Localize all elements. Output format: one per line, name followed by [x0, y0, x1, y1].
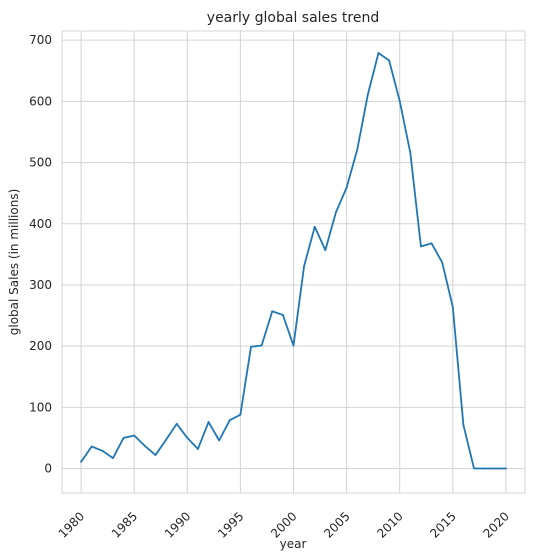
data-point [378, 52, 380, 54]
data-point [505, 468, 507, 470]
data-point [144, 445, 146, 447]
data-point [197, 448, 199, 450]
grid [62, 31, 525, 493]
x-tick-label: 2010 [374, 509, 405, 540]
data-point [176, 423, 178, 425]
x-tick-label: 2000 [268, 509, 299, 540]
data-point [165, 439, 167, 441]
data-point [133, 435, 135, 437]
data-point [91, 446, 93, 448]
x-tick-label: 2015 [427, 509, 458, 540]
y-tick-label: 500 [29, 156, 52, 170]
y-axis-label: global Sales (in millions) [7, 189, 21, 336]
data-point [240, 414, 242, 416]
x-tick-label: 1985 [109, 509, 140, 540]
data-point [399, 100, 401, 102]
y-tick-label: 300 [29, 278, 52, 292]
y-tick-label: 200 [29, 339, 52, 353]
data-point [282, 314, 284, 316]
y-tick-labels: 0 100 200 300 400 500 600 700 [29, 33, 52, 475]
data-point [473, 468, 475, 470]
data-point [314, 226, 316, 228]
data-point [293, 345, 295, 347]
data-point [123, 437, 125, 439]
x-axis-label: year [280, 537, 307, 551]
data-point [441, 261, 443, 263]
data-point [155, 454, 157, 456]
data-point [80, 461, 82, 463]
data-point [271, 310, 273, 312]
data-point [367, 94, 369, 96]
x-tick-label: 2005 [321, 509, 352, 540]
data-point [356, 149, 358, 151]
y-tick-label: 400 [29, 217, 52, 231]
data-point [229, 419, 231, 421]
y-tick-label: 0 [44, 462, 52, 476]
x-tick-label: 1990 [162, 509, 193, 540]
x-tick-labels: 1980 1985 1990 1995 2000 2005 2010 2015 2020 [56, 509, 512, 540]
x-tick-label: 1995 [215, 509, 246, 540]
y-tick-label: 600 [29, 94, 52, 108]
data-point [346, 187, 348, 189]
data-point [218, 439, 220, 441]
data-point [452, 306, 454, 308]
data-point [463, 424, 465, 426]
data-point [494, 468, 496, 470]
data-point [208, 421, 210, 423]
data-point [112, 457, 114, 459]
x-tick-label: 2020 [481, 509, 512, 540]
data-point [101, 450, 103, 452]
x-tick-label: 1980 [56, 509, 87, 540]
data-point [484, 468, 486, 470]
data-point [335, 211, 337, 213]
data-point [420, 246, 422, 248]
data-point [261, 345, 263, 347]
data-point [388, 59, 390, 61]
data-point [303, 265, 305, 267]
data-point [431, 242, 433, 244]
y-tick-label: 700 [29, 33, 52, 47]
chart-title: yearly global sales trend [207, 10, 379, 26]
data-point [250, 346, 252, 348]
y-tick-label: 100 [29, 400, 52, 414]
data-point [186, 437, 188, 439]
data-point [409, 152, 411, 154]
data-point [324, 249, 326, 251]
